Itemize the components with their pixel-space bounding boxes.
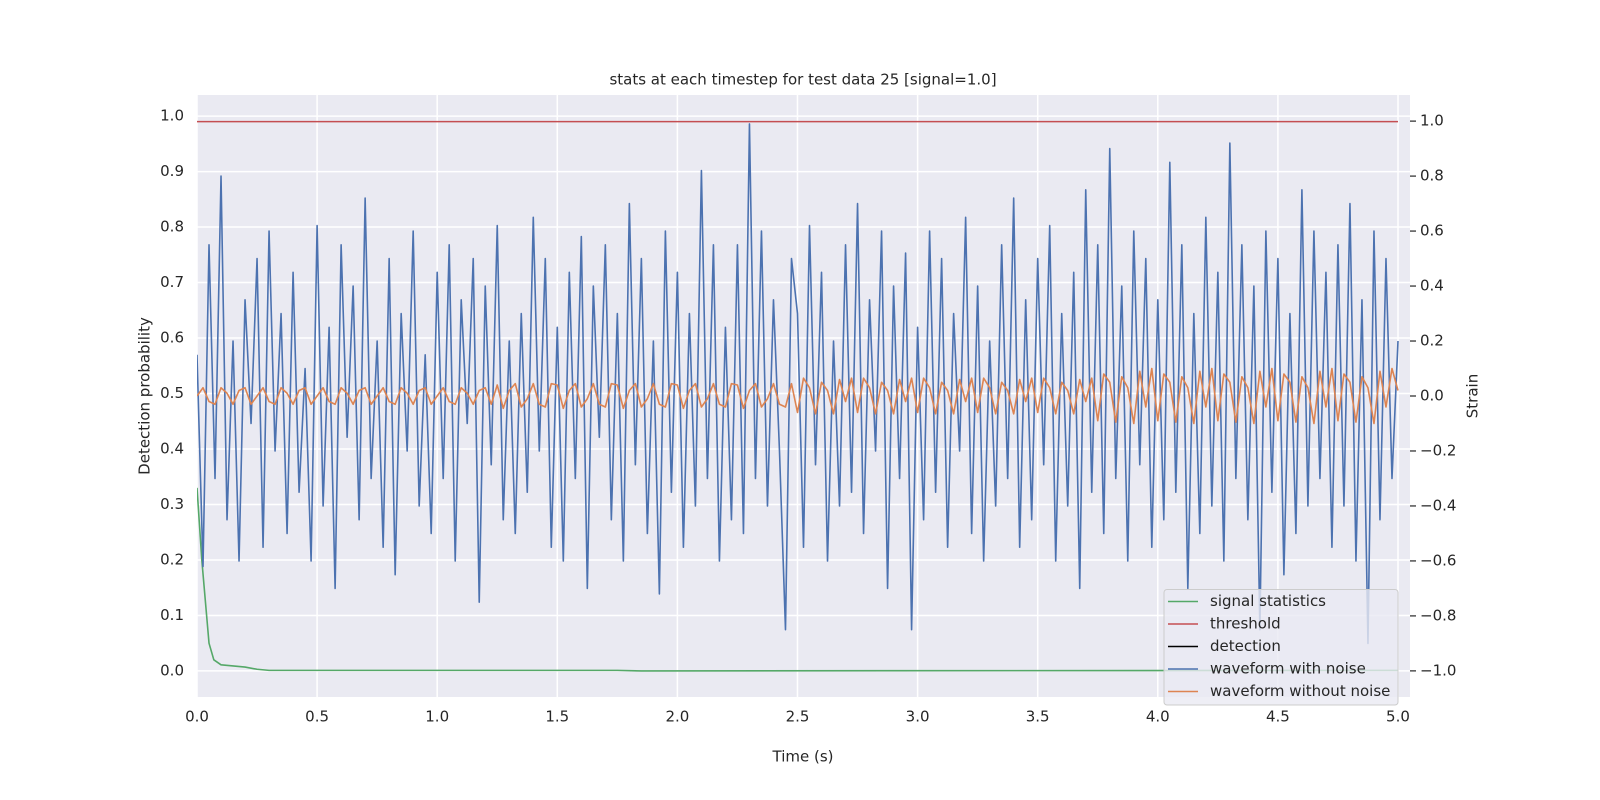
legend-label: waveform without noise [1210,682,1390,700]
series-line [197,367,1399,425]
y-tick-label: 0.6 [160,329,184,347]
legend-label: threshold [1210,615,1281,633]
x-tick-label: 2.5 [786,708,810,726]
lines [197,120,1399,672]
x-tick-label: 5.0 [1386,708,1410,726]
series-line [197,123,1399,645]
legend-label: detection [1210,637,1281,655]
x-tick-label: 2.0 [665,708,689,726]
x-tick-label: 4.0 [1146,708,1170,726]
y-tick-label: 0.3 [160,495,184,513]
x-tick-label: 3.5 [1026,708,1050,726]
y-tick-label: 0.8 [160,218,184,236]
series-line [197,487,1398,672]
y-tick-label: 0.0 [160,661,184,679]
y-tick-label: 0.1 [160,606,184,624]
y2-tick-label: 0.4 [1420,277,1444,295]
y2-tick-label: −0.6 [1420,551,1456,569]
x-tick-label: 0.0 [185,708,209,726]
legend-box [1163,589,1399,706]
y-tick-label: 0.4 [160,439,184,457]
y2-tick-label: −0.8 [1420,606,1456,624]
y-axis-label: Detection probability [136,317,154,475]
legend: signal statistics threshold detection wavef… [1163,589,1399,706]
y-tick-label: 0.9 [160,162,184,180]
y2-tick-label: 0.8 [1420,167,1444,185]
y2-tick-label: −0.2 [1420,441,1456,459]
x-tick-label: 1.0 [425,708,449,726]
legend-label: signal statistics [1210,592,1326,610]
legend-label: waveform with noise [1210,660,1366,678]
y2-tick-label: 0.2 [1420,332,1444,350]
y2-axis-label: Strain [1464,374,1482,418]
y-tick-label: 0.5 [160,384,184,402]
y-tick-label: 1.0 [160,107,184,125]
y-tick-label: 0.2 [160,550,184,568]
ticks: 0.0 0.5 1.0 1.5 2.0 2.5 3.0 3.5 4.0 4.5 5.0 0.0 0.1 0… [160,107,1456,726]
chart-title: stats at each timestep for test data 25 … [609,71,996,89]
x-tick-label: 4.5 [1266,708,1290,726]
x-tick-label: 0.5 [305,708,329,726]
y-tick-label: 0.7 [160,273,184,291]
y2-tick-label: 0.0 [1420,387,1444,405]
y2-tick-label: −0.4 [1420,496,1456,514]
x-tick-label: 1.5 [545,708,569,726]
x-axis-label: Time (s) [772,748,834,766]
y2-tick-label: 1.0 [1420,112,1444,130]
y2-tick-label: 0.6 [1420,222,1444,240]
y2-tick-label: −1.0 [1420,661,1456,679]
x-tick-label: 3.0 [906,708,930,726]
